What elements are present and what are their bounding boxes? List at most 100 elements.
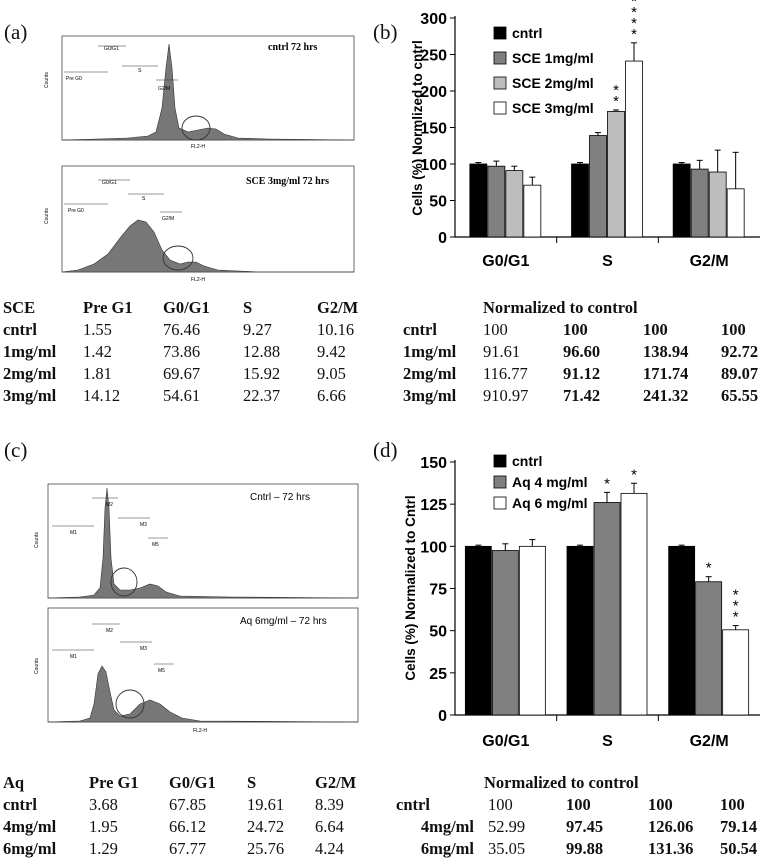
- table-cell: 9.27: [243, 320, 272, 339]
- significance-star: *: [613, 82, 619, 99]
- hist-c-top-gate-2: M2: [106, 502, 113, 508]
- table-cell: 1.95: [89, 817, 118, 836]
- bar: [469, 163, 488, 238]
- y-tick-label: 150: [420, 455, 447, 472]
- hist-a-bottom-peak: [61, 219, 354, 273]
- hist-c-bottom-circle: [115, 689, 145, 719]
- table-cell: 3.68: [89, 795, 118, 814]
- bar: [607, 111, 625, 238]
- y-tick-label: 25: [429, 666, 447, 683]
- significance-star: *: [733, 587, 739, 604]
- table-cell: 91.61: [483, 342, 521, 361]
- significance-star: *: [631, 0, 637, 10]
- table-cell: 100: [720, 795, 745, 814]
- significance-star: *: [631, 4, 637, 21]
- table-cell: 126.06: [648, 817, 694, 836]
- table-cell: 9.05: [317, 364, 346, 383]
- table-cell: 14.12: [83, 386, 121, 405]
- hist-a-top-circle: [181, 115, 211, 141]
- table-cell: 65.55: [721, 386, 759, 405]
- hist-a-top-xlabel: FL2-H: [191, 144, 205, 150]
- table-cell: 50.54: [720, 839, 758, 858]
- table-cell: 4.24: [315, 839, 344, 858]
- panel-b-bar-chart: 0 50 100 150 200 250 300 Cells (%) Normlized to…: [410, 0, 760, 270]
- hist-c-top-title: Cntrl – 72 hrs: [250, 492, 310, 503]
- table-cell: 6mg/ml: [420, 839, 474, 858]
- hist-a-top-gate-2: G0/G1: [104, 46, 119, 52]
- hist-a-bottom-circle: [162, 245, 194, 271]
- table-cell: 6mg/ml: [3, 839, 57, 858]
- table-aq-header-cell: Aq: [3, 773, 25, 792]
- significance-star: *: [613, 93, 619, 110]
- table-row: 2mg/ml 116.77 91.12 171.74 89.07: [403, 363, 773, 385]
- hist-a-top-gate-3: S: [138, 68, 142, 74]
- table-cell: 35.05: [488, 839, 526, 858]
- table-cell: 4mg/ml: [3, 817, 57, 836]
- table-cell: 100: [563, 320, 588, 339]
- table-cell: 15.92: [243, 364, 281, 383]
- table-row: 6mg/ml 1.29 67.77 25.76 4.24: [3, 838, 375, 860]
- table-row: cntrl 100 100 100 100: [403, 319, 773, 341]
- table-row: cntrl 100 100 100 100: [396, 794, 772, 816]
- x-tick-label: G2/M: [690, 253, 729, 270]
- hist-c-top-circle: [110, 567, 138, 597]
- y-tick-label: 50: [429, 194, 447, 211]
- table-cell: 3mg/ml: [3, 386, 57, 405]
- bar: [487, 165, 506, 238]
- hist-a-top-gate-4: G2/M: [158, 86, 170, 92]
- table-sce-header-cell: G2/M: [317, 298, 359, 317]
- table-aq-header-cell: G2/M: [315, 773, 357, 792]
- significance-star: *: [604, 475, 610, 492]
- significance-star: *: [733, 598, 739, 615]
- y-tick-label: 200: [420, 84, 447, 101]
- bar: [523, 184, 542, 238]
- legend-swatch: [493, 51, 507, 65]
- table-row: cntrl 3.68 67.85 19.61 8.39: [3, 794, 375, 816]
- table-cell: cntrl: [403, 320, 437, 339]
- bar: [505, 170, 524, 238]
- legend-swatch: [493, 454, 507, 468]
- hist-c-top-frame: [47, 483, 359, 599]
- hist-c-bottom-title: Aq 6mg/ml – 72 hrs: [240, 616, 327, 627]
- table-row: 1mg/ml 1.42 73.86 12.88 9.42: [3, 341, 377, 363]
- table-cell: 910.97: [483, 386, 529, 405]
- hist-c-bottom-gate-2: M2: [106, 628, 113, 634]
- bar: [672, 163, 691, 238]
- table-cell: 73.86: [163, 342, 201, 361]
- panel-label-b: (b): [373, 20, 398, 44]
- hist-c-bottom-ylabel: Counts: [34, 658, 40, 674]
- table-cell: 1.42: [83, 342, 112, 361]
- bar: [708, 171, 727, 238]
- significance-star: *: [733, 609, 739, 626]
- bar: [690, 168, 709, 238]
- hist-a-bottom-gate-3: S: [142, 196, 146, 202]
- hist-c-top-ylabel: Counts: [34, 532, 40, 548]
- table-row: 3mg/ml 910.97 71.42 241.32 65.55: [403, 385, 773, 407]
- table-aq: Aq Pre G1 G0/G1 S G2/M cntrl 3.68 67.85 …: [3, 772, 375, 860]
- legend-label: SCE 2mg/ml: [512, 75, 594, 91]
- legend-swatch: [493, 76, 507, 90]
- table-cell: 24.72: [247, 817, 285, 836]
- hist-a-top-peak: [61, 43, 355, 141]
- legend-label: Aq 4 mg/ml: [512, 474, 587, 490]
- y-tick-label: 100: [420, 157, 447, 174]
- y-tick-label: 125: [420, 497, 447, 514]
- table-cell: 171.74: [643, 364, 689, 383]
- table-row: 3mg/ml 14.12 54.61 22.37 6.66: [3, 385, 377, 407]
- hist-c-bottom-xlabel: FL2-H: [193, 728, 207, 734]
- table-cell: 6.64: [315, 817, 344, 836]
- y-tick-label: 0: [438, 230, 447, 247]
- table-row: 1mg/ml 91.61 96.60 138.94 92.72: [403, 341, 773, 363]
- legend-label: cntrl: [512, 453, 542, 469]
- table-cell: 97.45: [566, 817, 604, 836]
- table-cell: cntrl: [3, 795, 37, 814]
- y-axis-label: Cells (%) Normalized to Cntrl: [403, 495, 418, 680]
- panel-a-histograms: Pre G0 G0/G1 S G2/M cntrl 72 hrs FL2-H C…: [44, 35, 355, 283]
- hist-c-top-gate-3: M3: [140, 522, 147, 528]
- table-cell: 100: [643, 320, 668, 339]
- legend-swatch: [493, 26, 507, 40]
- x-tick-label: S: [602, 733, 613, 750]
- significance-star: *: [631, 26, 637, 43]
- y-tick-label: 75: [429, 582, 447, 599]
- hist-a-top-ylabel: Counts: [44, 72, 50, 88]
